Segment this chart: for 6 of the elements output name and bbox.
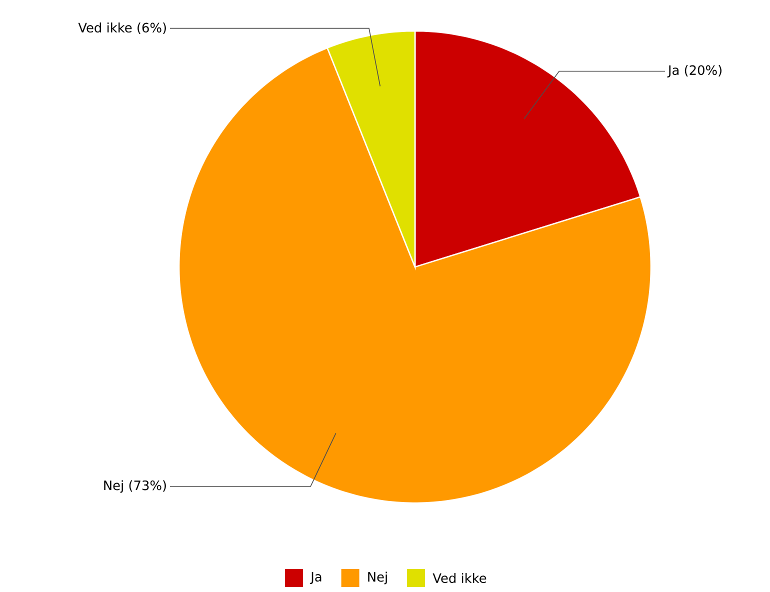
legend-label: Ved ikke	[432, 572, 486, 584]
data-label: Ja (20%)	[667, 65, 722, 78]
legend-label: Ja	[310, 572, 322, 584]
legend-label: Nej	[368, 572, 387, 584]
data-label: Ved ikke (6%)	[78, 22, 166, 34]
data-label: Nej (73%)	[104, 480, 166, 493]
